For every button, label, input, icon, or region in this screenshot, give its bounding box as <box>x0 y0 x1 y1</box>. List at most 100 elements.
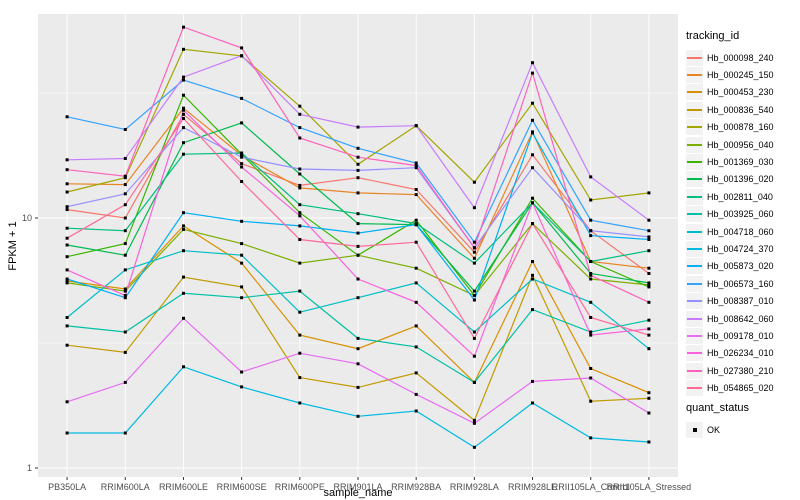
data-point <box>356 222 360 226</box>
data-point <box>472 261 476 265</box>
legend-key-line-icon <box>686 223 703 240</box>
data-point <box>414 193 418 197</box>
data-point <box>182 106 185 110</box>
data-point <box>414 223 418 227</box>
data-point <box>240 180 244 183</box>
legend-key-line-icon <box>686 275 703 292</box>
data-point <box>356 414 360 418</box>
legend-label: Hb_008642_060 <box>707 313 774 324</box>
legend-key-line-icon <box>686 258 703 275</box>
data-point <box>182 112 185 116</box>
data-point <box>182 211 185 215</box>
data-point <box>182 316 185 320</box>
legend-item: Hb_008387_010 <box>686 292 798 310</box>
data-point <box>298 238 302 241</box>
data-point <box>123 229 127 233</box>
data-point <box>298 183 302 187</box>
data-point <box>65 400 69 404</box>
legend-label: Hb_006573_160 <box>707 278 774 289</box>
legend-key-line-icon <box>686 154 703 171</box>
data-point <box>589 234 593 238</box>
data-point <box>531 118 534 122</box>
data-point <box>356 162 360 166</box>
legend-item: Hb_026234_010 <box>686 345 798 362</box>
ok-square-icon <box>686 421 703 438</box>
data-point <box>356 296 360 300</box>
legend-label: Hb_000956_040 <box>707 139 774 150</box>
data-point <box>589 330 593 334</box>
data-point <box>65 277 69 281</box>
data-point <box>472 180 476 184</box>
data-point <box>240 385 244 389</box>
data-point <box>65 255 69 259</box>
data-point <box>589 399 593 403</box>
data-point <box>123 268 127 272</box>
data-point <box>298 289 302 293</box>
data-point <box>298 310 302 314</box>
data-point <box>531 101 534 105</box>
legend-label: Hb_000878_160 <box>707 122 774 133</box>
data-point <box>647 285 651 289</box>
data-point <box>531 61 534 65</box>
data-point <box>298 136 302 140</box>
data-point <box>589 272 593 275</box>
data-point <box>123 203 127 207</box>
data-point <box>589 273 593 277</box>
data-point <box>414 281 418 285</box>
data-point <box>647 391 651 395</box>
data-point <box>531 131 534 135</box>
data-point <box>123 330 127 334</box>
data-point <box>589 300 593 304</box>
data-point <box>65 236 69 240</box>
legend-item: Hb_027380_210 <box>686 362 798 379</box>
data-point <box>472 418 476 422</box>
data-point <box>240 370 244 374</box>
data-point <box>356 231 360 235</box>
data-point <box>240 261 244 265</box>
data-point <box>589 376 593 380</box>
legend-label: Hb_004718_060 <box>707 226 774 237</box>
data-point <box>472 289 476 293</box>
legend-label: Hb_003925_060 <box>707 209 774 220</box>
data-point <box>240 46 244 50</box>
data-point <box>647 411 651 415</box>
legend-key-line-icon <box>686 188 703 205</box>
data-point <box>298 172 302 176</box>
data-point <box>647 191 651 195</box>
legend-entries: Hb_000098_240 Hb_000245_150 Hb_000453_230 H… <box>686 49 798 397</box>
data-point <box>589 436 593 440</box>
data-point <box>531 277 534 281</box>
data-point <box>589 218 593 222</box>
x-tick-label: RRIM928LE <box>508 482 557 492</box>
data-point <box>182 365 185 369</box>
data-point <box>647 347 651 351</box>
data-point <box>123 253 127 257</box>
legend-item: Hb_002811_040 <box>686 188 798 205</box>
legend-label: Hb_026234_010 <box>707 348 774 359</box>
legend-item: Hb_000956_040 <box>686 136 798 153</box>
legend-title: tracking_id <box>686 30 740 42</box>
data-point <box>240 253 244 257</box>
x-tick-label: PB350LA <box>48 482 86 492</box>
data-point <box>298 167 302 171</box>
data-point <box>356 336 360 340</box>
data-point <box>356 347 360 351</box>
data-point <box>356 362 360 366</box>
legend-item: Hb_000245_150 <box>686 66 798 84</box>
data-point <box>356 176 360 180</box>
legend-item: Hb_005873_020 <box>686 258 798 275</box>
data-point <box>298 203 302 207</box>
data-point <box>414 218 418 222</box>
x-tick-label: RRIM600SE <box>217 482 267 492</box>
data-point <box>647 235 651 239</box>
data-point <box>356 191 360 195</box>
data-point <box>65 279 69 283</box>
data-point <box>414 345 418 349</box>
data-point <box>414 164 418 168</box>
data-point <box>589 316 593 319</box>
data-point <box>414 371 418 375</box>
data-point <box>123 350 127 354</box>
data-point <box>298 376 302 380</box>
data-point <box>647 396 651 400</box>
